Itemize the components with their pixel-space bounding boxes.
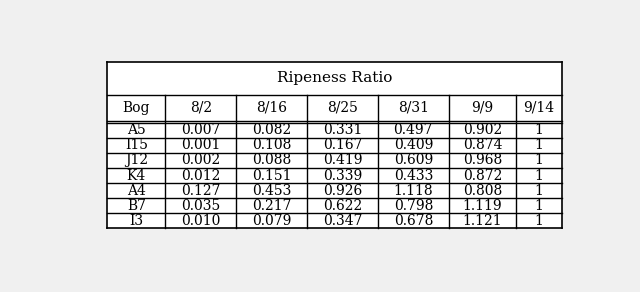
Text: A5: A5 xyxy=(127,123,146,137)
Text: 0.001: 0.001 xyxy=(181,138,221,152)
Text: 1: 1 xyxy=(534,138,543,152)
Text: 1: 1 xyxy=(534,123,543,137)
Text: 0.082: 0.082 xyxy=(252,123,291,137)
Text: 0.497: 0.497 xyxy=(394,123,433,137)
Text: J12: J12 xyxy=(125,154,148,168)
Text: 0.622: 0.622 xyxy=(323,199,362,213)
Text: 0.874: 0.874 xyxy=(463,138,502,152)
Text: 9/14: 9/14 xyxy=(524,101,555,115)
Text: Bog: Bog xyxy=(123,101,150,115)
Text: 0.012: 0.012 xyxy=(181,168,221,182)
Text: 0.968: 0.968 xyxy=(463,154,502,168)
Text: 0.010: 0.010 xyxy=(181,214,221,228)
Text: 0.088: 0.088 xyxy=(252,154,291,168)
Text: Ripeness Ratio: Ripeness Ratio xyxy=(277,71,392,85)
Text: 1: 1 xyxy=(534,154,543,168)
Text: A4: A4 xyxy=(127,184,146,198)
Text: 0.409: 0.409 xyxy=(394,138,433,152)
Text: 1: 1 xyxy=(534,199,543,213)
Text: 0.002: 0.002 xyxy=(181,154,220,168)
Text: 0.678: 0.678 xyxy=(394,214,433,228)
Text: 0.108: 0.108 xyxy=(252,138,291,152)
Text: 0.872: 0.872 xyxy=(463,168,502,182)
Text: 0.339: 0.339 xyxy=(323,168,362,182)
Text: 0.167: 0.167 xyxy=(323,138,362,152)
Text: 1: 1 xyxy=(534,168,543,182)
Text: 0.035: 0.035 xyxy=(181,199,220,213)
Text: 0.127: 0.127 xyxy=(181,184,221,198)
Text: 0.453: 0.453 xyxy=(252,184,291,198)
Text: 0.217: 0.217 xyxy=(252,199,291,213)
Text: 1: 1 xyxy=(534,214,543,228)
Text: B7: B7 xyxy=(127,199,146,213)
Text: 8/2: 8/2 xyxy=(189,101,212,115)
Text: 0.926: 0.926 xyxy=(323,184,362,198)
Text: 8/25: 8/25 xyxy=(327,101,358,115)
Text: 0.808: 0.808 xyxy=(463,184,502,198)
Text: K4: K4 xyxy=(127,168,146,182)
Text: 0.347: 0.347 xyxy=(323,214,362,228)
Text: 0.007: 0.007 xyxy=(181,123,221,137)
Text: 0.151: 0.151 xyxy=(252,168,291,182)
Text: 0.609: 0.609 xyxy=(394,154,433,168)
Text: 0.798: 0.798 xyxy=(394,199,433,213)
Text: 1.118: 1.118 xyxy=(394,184,433,198)
Text: 0.419: 0.419 xyxy=(323,154,362,168)
Text: 1.121: 1.121 xyxy=(463,214,502,228)
Text: 8/16: 8/16 xyxy=(256,101,287,115)
Text: 0.902: 0.902 xyxy=(463,123,502,137)
Text: I3: I3 xyxy=(129,214,143,228)
Text: 8/31: 8/31 xyxy=(398,101,429,115)
Text: 0.433: 0.433 xyxy=(394,168,433,182)
Text: 0.079: 0.079 xyxy=(252,214,291,228)
Text: I15: I15 xyxy=(125,138,148,152)
Text: 9/9: 9/9 xyxy=(471,101,493,115)
Text: 1: 1 xyxy=(534,184,543,198)
Text: 1.119: 1.119 xyxy=(463,199,502,213)
Text: 0.331: 0.331 xyxy=(323,123,362,137)
